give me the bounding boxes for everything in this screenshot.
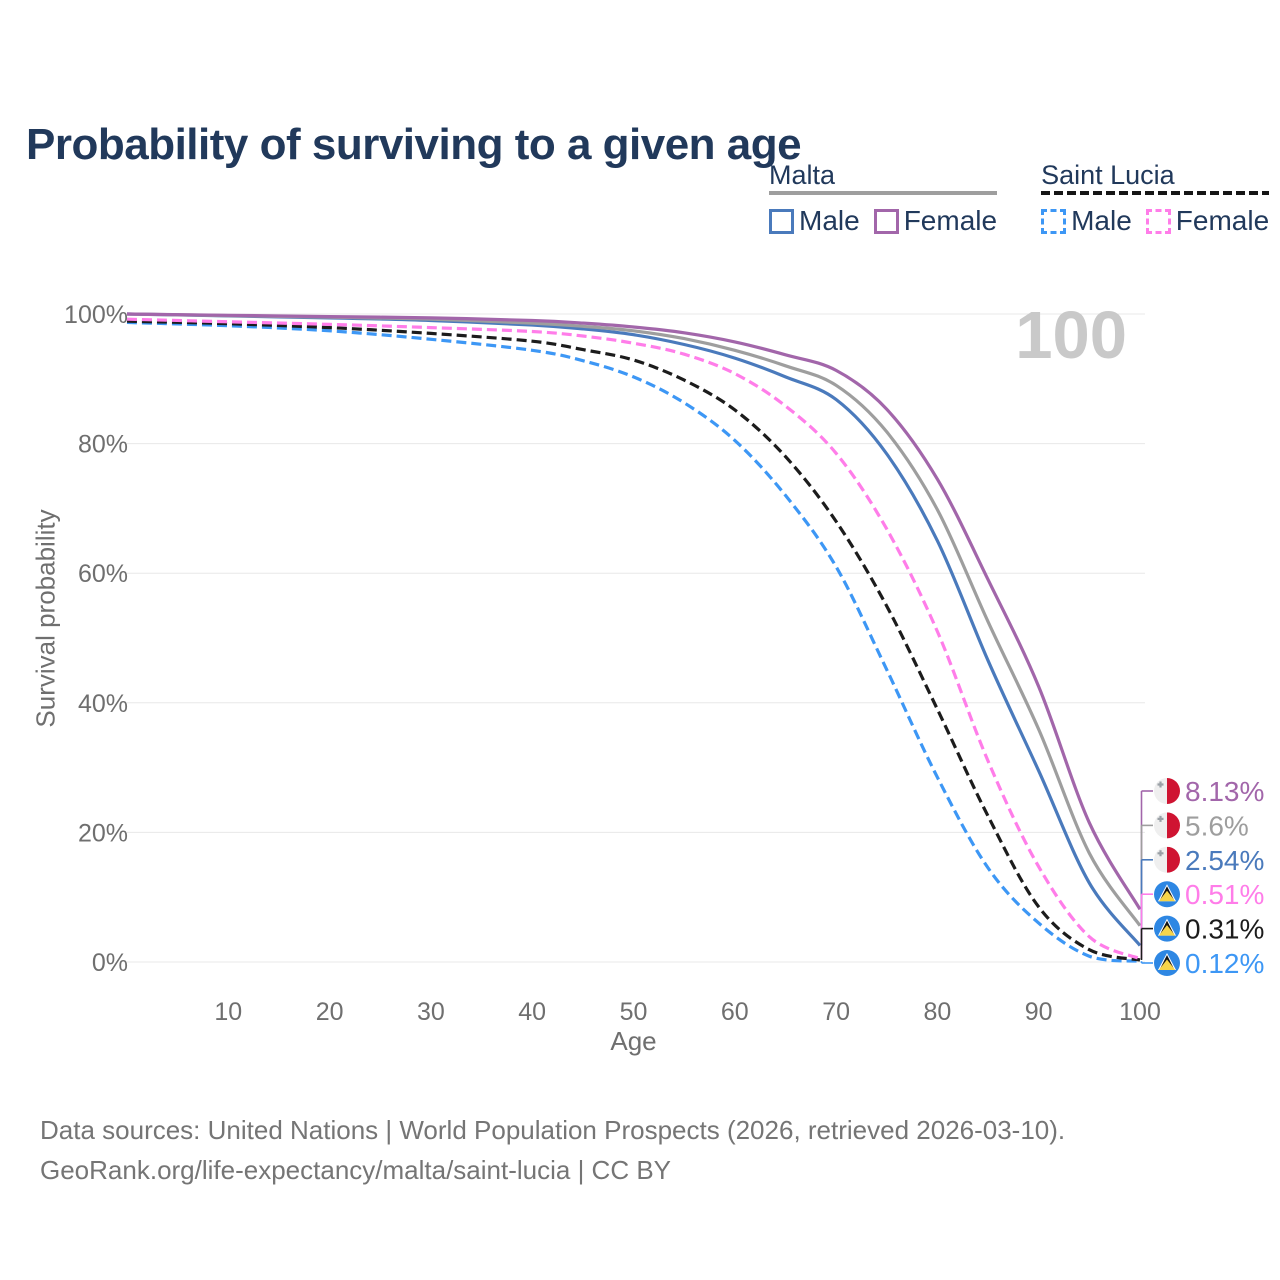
x-tick-100: 100 <box>1119 998 1161 1026</box>
saint-lucia-flag-icon <box>1154 881 1180 908</box>
y-axis-title: Survival probability <box>30 509 61 728</box>
end-label-saint-lucia-male: 0.12% <box>1140 948 1264 979</box>
legend-swatch-saint-lucia-male <box>1041 208 1067 234</box>
legend-item-saint-lucia-female: Female <box>1145 205 1270 236</box>
end-value-malta-male: 2.54% <box>1185 845 1264 876</box>
age-watermark: 100 <box>1015 298 1127 373</box>
saint-lucia-triangle-gold <box>1158 890 1176 902</box>
x-tick-80: 80 <box>923 998 951 1026</box>
saint-lucia-triangle-gold <box>1158 959 1176 970</box>
end-label-malta-female: 8.13% <box>1140 776 1264 910</box>
legend-item-label: Male <box>799 205 860 236</box>
x-tick-70: 70 <box>822 998 850 1026</box>
legend-swatch-malta-male <box>769 208 794 234</box>
legend-item-label: Male <box>1071 205 1132 236</box>
x-tick-10: 10 <box>214 998 242 1026</box>
saint-lucia-triangle-gold <box>1158 925 1176 936</box>
y-tick-60: 60% <box>78 560 128 588</box>
malta-flag-white <box>1154 778 1167 804</box>
malta-flag-white <box>1154 846 1167 873</box>
curve-malta-all <box>126 312 1142 927</box>
legend-item-saint-lucia-male: Male <box>1041 207 1132 235</box>
legend-group-underline-saint-lucia <box>1041 191 1270 195</box>
malta-flag-red <box>1167 846 1180 873</box>
y-tick-40: 40% <box>78 690 128 718</box>
legend-swatch-malta-female <box>873 208 899 234</box>
legend-item-malta-male: Male <box>769 207 860 235</box>
data-sources-line2: GeoRank.org/life-expectancy/malta/saint-… <box>40 1155 672 1185</box>
x-tick-20: 20 <box>316 998 344 1026</box>
end-label-malta-male: 2.54% <box>1140 845 1264 946</box>
legend-group-malta: Malta Male Female <box>769 160 998 236</box>
y-tick-20: 20% <box>78 819 128 847</box>
malta-flag-icon <box>1154 812 1180 839</box>
page-title: Probability of surviving to a given age <box>26 120 802 170</box>
legend-item-label: Female <box>903 205 998 236</box>
malta-flag-red <box>1167 778 1180 804</box>
curve-malta-male <box>126 312 1142 947</box>
saint-lucia-flag-icon <box>1154 915 1180 942</box>
end-label-saint-lucia-female: 0.51% <box>1140 879 1264 959</box>
end-label-malta-all: 5.6% <box>1140 810 1249 926</box>
x-tick-40: 40 <box>518 998 546 1026</box>
x-tick-90: 90 <box>1025 998 1053 1026</box>
end-label-saint-lucia-all: 0.31% <box>1140 914 1264 960</box>
x-tick-60: 60 <box>721 998 749 1026</box>
legend: Malta Male Female Saint Lucia Male Female <box>769 160 1270 236</box>
malta-flag-icon <box>1154 778 1180 804</box>
y-tick-0: 0% <box>92 949 128 977</box>
end-value-malta-all: 5.6% <box>1185 810 1249 841</box>
curve-saint-lucia-all <box>126 319 1141 962</box>
x-tick-30: 30 <box>417 998 445 1026</box>
y-tick-80: 80% <box>78 431 128 459</box>
legend-group-saint-lucia: Saint Lucia Male Female <box>1041 160 1270 236</box>
end-value-malta-female: 8.13% <box>1185 776 1264 807</box>
end-value-saint-lucia-female: 0.51% <box>1185 879 1264 910</box>
curve-saint-lucia-male <box>126 320 1141 963</box>
x-axis-title: Age <box>610 1026 657 1056</box>
malta-flag-icon <box>1154 846 1180 873</box>
curve-malta-female <box>126 312 1142 911</box>
legend-group-title-malta: Malta <box>769 160 836 190</box>
end-value-saint-lucia-all: 0.31% <box>1185 914 1264 945</box>
legend-group-title-saint-lucia: Saint Lucia <box>1041 160 1175 190</box>
curve-saint-lucia-female <box>126 317 1141 961</box>
legend-item-malta-female: Female <box>873 205 998 236</box>
data-sources: Data sources: United Nations | World Pop… <box>40 1110 1065 1190</box>
legend-swatch-saint-lucia-female <box>1145 208 1171 234</box>
malta-flag-white <box>1154 812 1167 839</box>
legend-item-label: Female <box>1175 205 1270 236</box>
saint-lucia-flag-icon <box>1154 950 1180 976</box>
malta-flag-red <box>1167 812 1180 839</box>
data-sources-line1: Data sources: United Nations | World Pop… <box>40 1115 1066 1145</box>
y-tick-100: 100% <box>64 301 128 329</box>
legend-group-underline-malta <box>769 191 998 195</box>
x-tick-50: 50 <box>620 998 648 1026</box>
end-value-saint-lucia-male: 0.12% <box>1185 948 1264 979</box>
